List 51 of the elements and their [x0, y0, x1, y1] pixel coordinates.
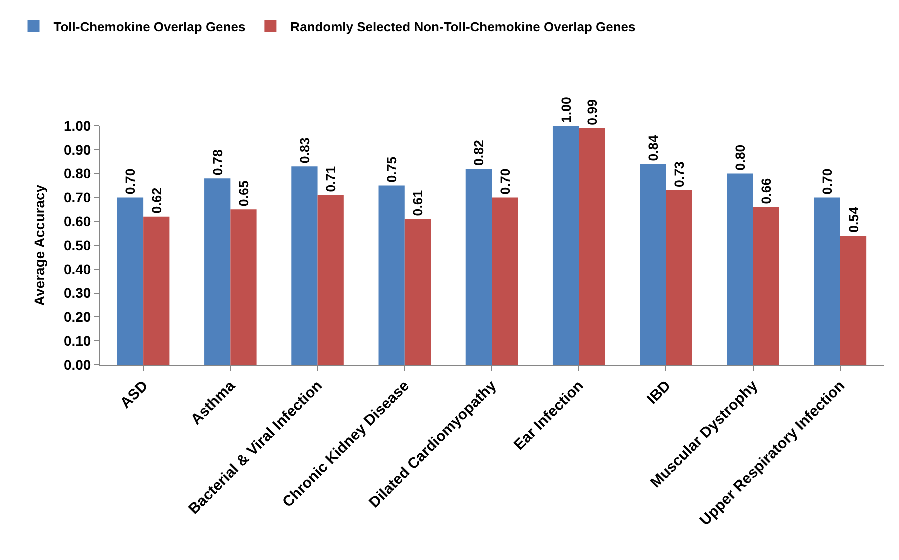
- data-label: 0.65: [236, 180, 252, 207]
- bar: [117, 198, 144, 365]
- y-tick-label: 0.30: [64, 285, 92, 302]
- y-tick-label: 0.00: [64, 356, 92, 373]
- bar: [144, 216, 170, 365]
- bar: [727, 174, 754, 365]
- bar: [292, 166, 318, 365]
- data-label: 0.80: [733, 144, 748, 171]
- legend-label: Toll-Chemokine Overlap Genes: [54, 19, 246, 34]
- data-label: 0.99: [584, 99, 600, 126]
- data-label: 0.82: [472, 140, 487, 166]
- data-label: 0.54: [846, 206, 862, 233]
- y-tick-label: 0.50: [64, 237, 92, 254]
- y-tick-label: 0.70: [64, 190, 92, 206]
- bar: [466, 169, 492, 365]
- bar: [840, 236, 867, 365]
- y-tick-label: 1.00: [64, 118, 92, 134]
- bar: [404, 219, 432, 365]
- y-tick-label: 0.40: [64, 261, 92, 278]
- data-label: 0.78: [210, 150, 226, 176]
- data-label: 1.00: [558, 97, 574, 123]
- bar: [814, 198, 840, 365]
- y-tick-label: 0.60: [64, 214, 92, 230]
- bar: [552, 126, 580, 365]
- bar: [204, 178, 231, 365]
- data-label: 0.70: [123, 168, 138, 195]
- y-tick-label: 0.90: [64, 142, 92, 158]
- bar: [378, 186, 405, 365]
- data-label: 0.83: [297, 138, 312, 164]
- data-label: 0.71: [324, 166, 339, 192]
- bar: [666, 190, 692, 365]
- bar: [579, 128, 606, 365]
- data-label: 0.84: [646, 134, 661, 162]
- data-label: 0.62: [149, 188, 164, 214]
- data-label: 0.70: [498, 168, 513, 195]
- bar: [640, 164, 666, 365]
- bar: [318, 195, 344, 365]
- data-label: 0.70: [820, 168, 836, 195]
- data-label: 0.73: [672, 162, 688, 188]
- y-tick-label: 0.80: [64, 166, 92, 182]
- x-tick-label: IBD: [644, 378, 674, 408]
- data-label: 0.75: [384, 156, 400, 183]
- data-label: 0.66: [759, 178, 774, 204]
- data-label: 0.61: [410, 190, 426, 216]
- y-tick-label: 0.20: [64, 309, 92, 326]
- bar: [230, 210, 257, 365]
- legend-label: Randomly Selected Non-Toll-Chemokine Overlap Genes: [290, 19, 636, 34]
- y-axis-title: Average Accuracy: [32, 184, 48, 306]
- bar: [753, 207, 780, 365]
- bar: [492, 198, 518, 365]
- y-tick-label: 0.10: [64, 333, 92, 349]
